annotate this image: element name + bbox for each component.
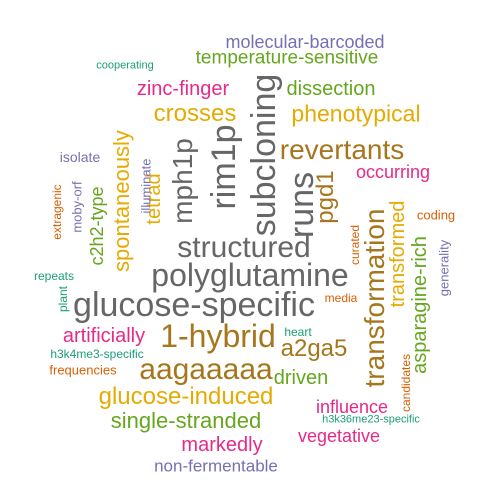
word-structured: structured <box>177 231 311 264</box>
word-occurring: occurring <box>355 162 431 182</box>
word-influence: influence <box>315 397 389 417</box>
word-isolate: isolate <box>59 149 101 165</box>
word-moby-orf: moby-orf <box>69 181 85 233</box>
word-zinc-finger: zinc-finger <box>136 78 230 100</box>
word-frequencies: frequencies <box>49 362 117 378</box>
word-media: media <box>324 291 358 305</box>
word-c2h2-type: c2h2-type <box>87 186 107 266</box>
word-transformation: transformation <box>359 208 390 388</box>
word-h3k4me3-specific: h3k4me3-specific <box>50 347 144 361</box>
word-a2ga5: a2ga5 <box>280 335 348 362</box>
word-vegetative: vegetative <box>297 426 381 446</box>
word-asparagine-rich: asparagine-rich <box>409 236 431 374</box>
word-aagaaaaa: aagaaaaa <box>139 353 273 386</box>
word-pgd1: pgd1 <box>312 170 339 224</box>
word-molecular-barcoded: molecular-barcoded <box>225 32 385 52</box>
word-phenotypical: phenotypical <box>291 100 421 127</box>
word-crosses: crosses <box>153 100 237 127</box>
word-rim1p: rim1p <box>205 124 243 210</box>
word-plant: plant <box>56 285 70 313</box>
word-driven: driven <box>273 367 329 389</box>
word-illuminate: illuminate <box>138 158 154 214</box>
word-dissection: dissection <box>286 78 376 100</box>
word-non-fermentable: non-fermentable <box>154 456 278 476</box>
word-polyglutamine: polyglutamine <box>151 257 349 293</box>
word-generality: generality <box>436 239 452 297</box>
word-revertants: revertants <box>279 134 405 165</box>
word-markedly: markedly <box>181 434 263 456</box>
word-cooperating: cooperating <box>96 59 154 72</box>
word-repeats: repeats <box>33 269 75 283</box>
word-artificially: artificially <box>62 325 146 347</box>
word-temperature-sensitive: temperature-sensitive <box>195 47 379 69</box>
word-glucose-induced: glucose-induced <box>98 383 274 410</box>
word-candidates: candidates <box>399 353 413 413</box>
word-1-hybrid: 1-hybrid <box>160 318 276 354</box>
word-extragenic: extragenic <box>50 184 64 240</box>
word-mph1p: mph1p <box>167 138 198 224</box>
word-coding: coding <box>416 207 456 223</box>
word-single-stranded: single-stranded <box>110 408 262 433</box>
word-h3k36me23-specific: h3k36me23-specific <box>322 413 420 426</box>
word-glucose-specific: glucose-specific <box>73 286 315 324</box>
word-subcloning: subcloning <box>245 73 283 237</box>
word-spontaneously: spontaneously <box>109 130 134 272</box>
word-heart: heart <box>284 325 312 339</box>
word-transformed: transformed <box>387 200 409 308</box>
